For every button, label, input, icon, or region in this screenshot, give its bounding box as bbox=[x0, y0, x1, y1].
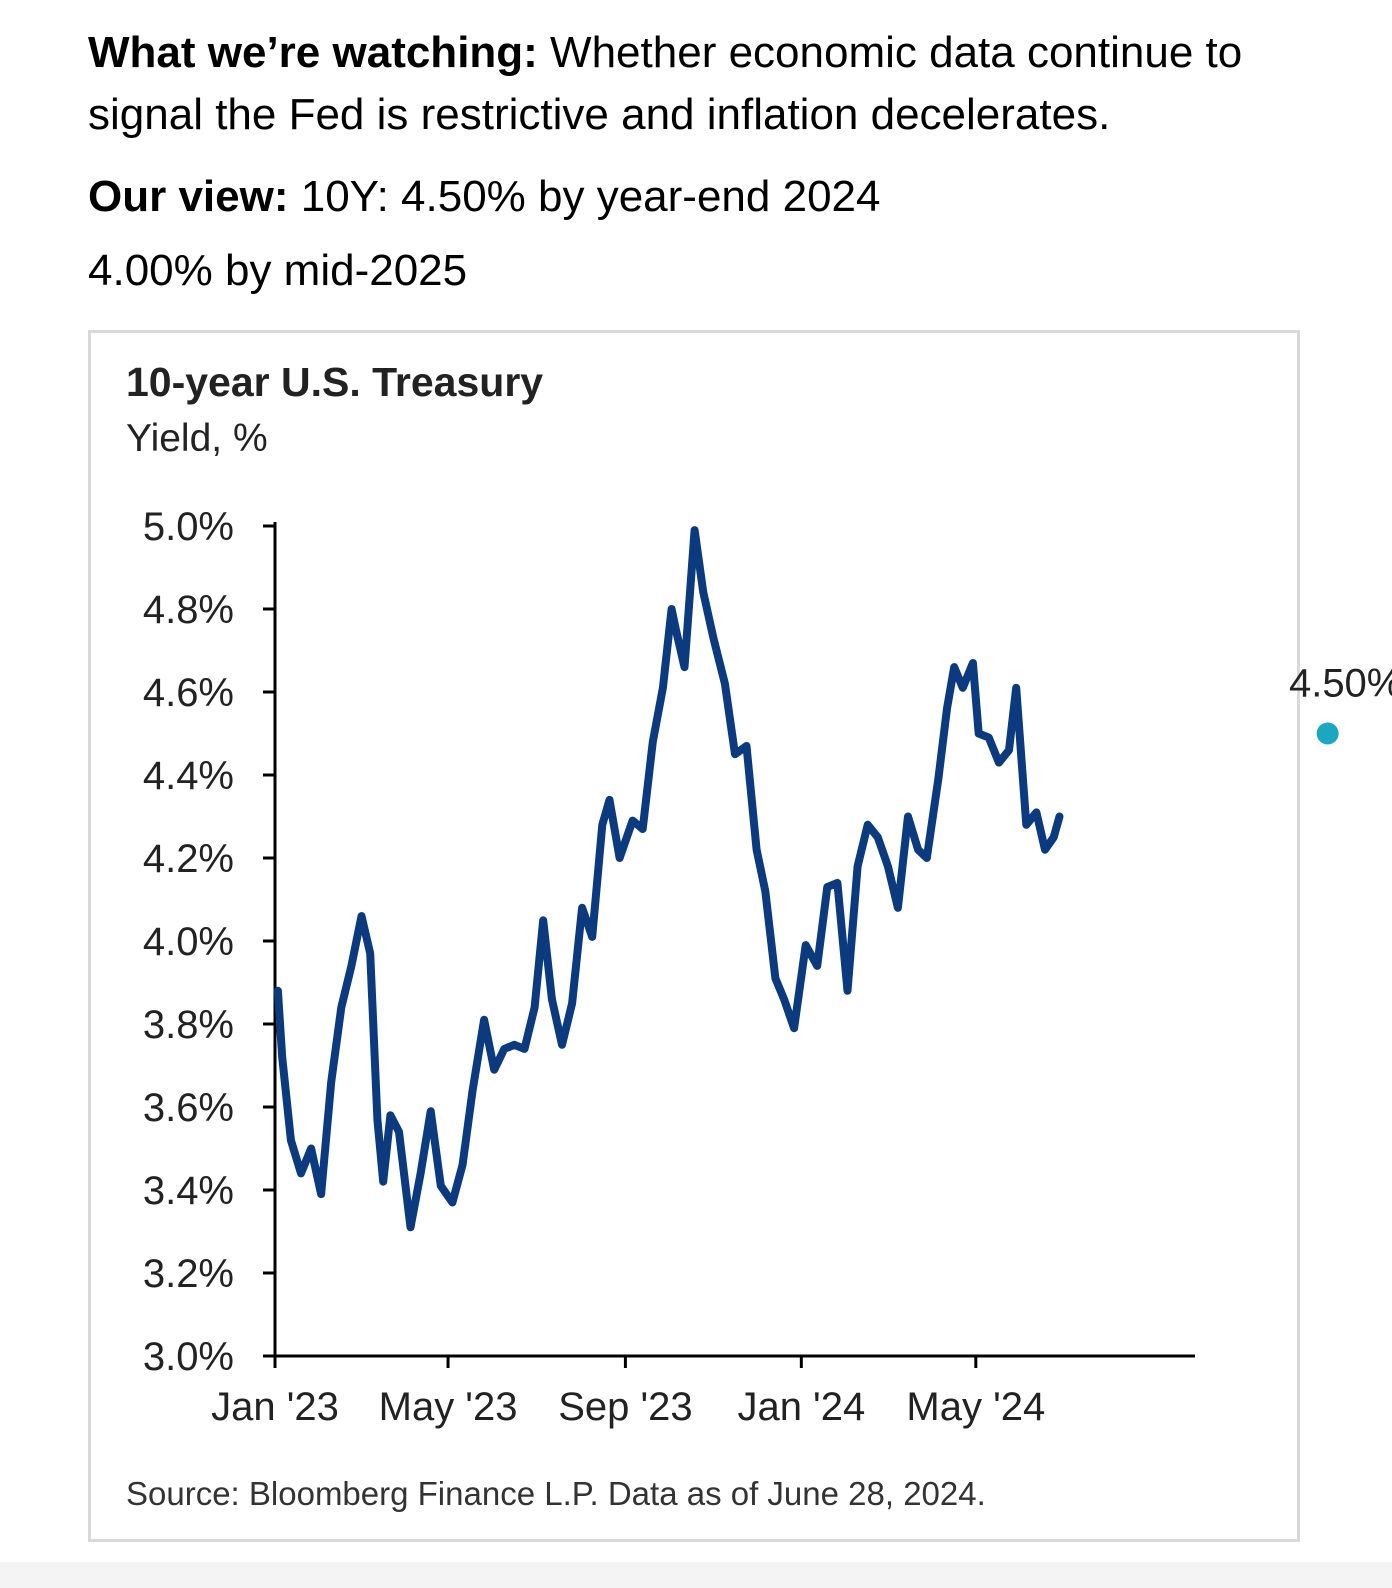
y-tick-label: 4.6% bbox=[143, 671, 234, 715]
view-paragraph-2: 4.00% by mid-2025 bbox=[88, 246, 468, 295]
watching-text: Whether economic data continue to signal… bbox=[88, 28, 1243, 139]
y-tick-label: 5.0% bbox=[143, 505, 234, 549]
bottom-strip bbox=[0, 1562, 1392, 1588]
x-tick-label: Jan '24 bbox=[737, 1385, 865, 1429]
chart-title: 10-year U.S. Treasury bbox=[126, 359, 543, 405]
y-tick-label: 3.2% bbox=[143, 1252, 234, 1296]
annotations: 4.50% bbox=[1289, 662, 1392, 745]
y-tick-label: 3.4% bbox=[143, 1169, 234, 1213]
x-axis: Jan '23 May '23 Sep '23 Jan '24 May '24 bbox=[211, 1354, 1195, 1429]
y-tick-label: 4.0% bbox=[143, 920, 234, 964]
x-tick-label: Jan '23 bbox=[211, 1385, 339, 1429]
watching-paragraph: What we’re watching: Whether economic da… bbox=[88, 22, 1368, 146]
forecast-label: 4.50% bbox=[1289, 662, 1392, 706]
y-tick-label: 3.8% bbox=[143, 1003, 234, 1047]
y-tick-label: 3.0% bbox=[143, 1335, 234, 1379]
y-tick-label: 4.4% bbox=[143, 754, 234, 798]
y-tick-label: 3.6% bbox=[143, 1086, 234, 1130]
x-tick-label: May '24 bbox=[906, 1385, 1045, 1429]
view-paragraph: Our view: 10Y: 4.50% by year-end 2024 bbox=[88, 166, 880, 228]
y-tick-label: 4.8% bbox=[143, 588, 234, 632]
y-tick-label: 4.2% bbox=[143, 837, 234, 881]
chart-subtitle: Yield, % bbox=[126, 417, 268, 460]
yield-line-series bbox=[273, 526, 1064, 1232]
forecast-point bbox=[1316, 722, 1339, 745]
y-axis: 3.0% 3.2% 3.4% 3.6% 3.8% 4.0% 4.2% 4.4% 4.6% 4.8%… bbox=[143, 505, 277, 1379]
x-tick-label: May '23 bbox=[379, 1385, 518, 1429]
source-note: Source: Bloomberg Finance L.P. Data as o… bbox=[126, 1475, 986, 1512]
watching-label: What we’re watching: bbox=[88, 28, 538, 77]
view-text: 10Y: 4.50% by year-end 2024 bbox=[288, 172, 881, 221]
x-tick-label: Sep '23 bbox=[558, 1385, 692, 1429]
view-label: Our view: bbox=[88, 172, 289, 221]
